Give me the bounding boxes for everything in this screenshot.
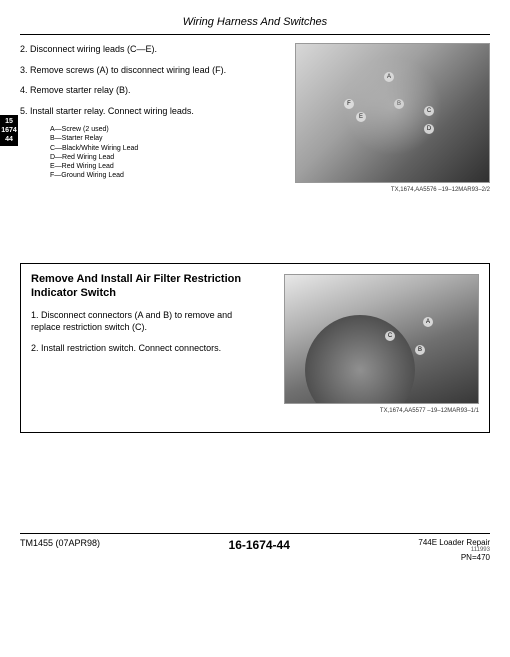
callout2-b: B xyxy=(415,345,425,355)
page-header: Wiring Harness And Switches xyxy=(20,10,490,35)
tab-line2: 1674 xyxy=(0,126,18,135)
parts-legend: A—Screw (2 used) B—Starter Relay C—Black… xyxy=(50,125,250,180)
legend-e: E—Red Wiring Lead xyxy=(50,162,250,171)
legend-f: F—Ground Wiring Lead xyxy=(50,171,250,180)
callout2-c: C xyxy=(385,331,395,341)
legend-a: A—Screw (2 used) xyxy=(50,125,250,134)
tab-line3: 44 xyxy=(0,135,18,144)
legend-b: B—Starter Relay xyxy=(50,134,250,143)
header-title: Wiring Harness And Switches xyxy=(183,16,327,28)
starter-relay-section: 2. Disconnect wiring leads (C—E). 3. Rem… xyxy=(20,43,490,223)
callout-d: D xyxy=(424,124,434,134)
air-filter-section: Remove And Install Air Filter Restrictio… xyxy=(20,263,490,433)
callout-c: C xyxy=(424,106,434,116)
page-footer: TM1455 (07APR98) 16-1674-44 744E Loader … xyxy=(20,533,490,562)
callout2-a: A xyxy=(423,317,433,327)
callout-e: E xyxy=(356,112,366,122)
steps-list: 2. Disconnect wiring leads (C—E). 3. Rem… xyxy=(20,43,250,180)
step-2: 2. Disconnect wiring leads (C—E). xyxy=(20,43,250,56)
footer-doc-title: 744E Loader Repair xyxy=(418,538,490,547)
footer-center: 16-1674-44 xyxy=(229,538,290,552)
page-index-tab: 15 1674 44 xyxy=(0,115,18,146)
footer-left: TM1455 (07APR98) xyxy=(20,538,100,548)
footer-right: 744E Loader Repair 111993 PN=470 xyxy=(418,538,490,562)
step-4: 4. Remove starter relay (B). xyxy=(20,84,250,97)
legend-c: C—Black/White Wiring Lead xyxy=(50,144,250,153)
callout-f: F xyxy=(344,99,354,109)
step-3: 3. Remove screws (A) to disconnect wirin… xyxy=(20,64,250,77)
s2-step-1: 1. Disconnect connectors (A and B) to re… xyxy=(31,309,251,334)
photo2-caption: TX,1674,AA5577 –19–12MAR93–1/1 xyxy=(380,408,479,414)
tab-line1: 15 xyxy=(0,117,18,126)
section2-steps: 1. Disconnect connectors (A and B) to re… xyxy=(31,309,251,355)
callout-a: A xyxy=(384,72,394,82)
callout-b: B xyxy=(394,99,404,109)
section2-title: Remove And Install Air Filter Restrictio… xyxy=(31,272,251,301)
starter-relay-photo: A B C D E F xyxy=(295,43,490,183)
air-filter-photo: A B C xyxy=(284,274,479,404)
footer-pn: PN=470 xyxy=(418,553,490,562)
legend-d: D—Red Wiring Lead xyxy=(50,153,250,162)
photo1-caption: TX,1674,AA5576 –19–12MAR93–2/2 xyxy=(295,187,490,193)
s2-step-2: 2. Install restriction switch. Connect c… xyxy=(31,342,251,355)
step-5: 5. Install starter relay. Connect wiring… xyxy=(20,105,250,118)
